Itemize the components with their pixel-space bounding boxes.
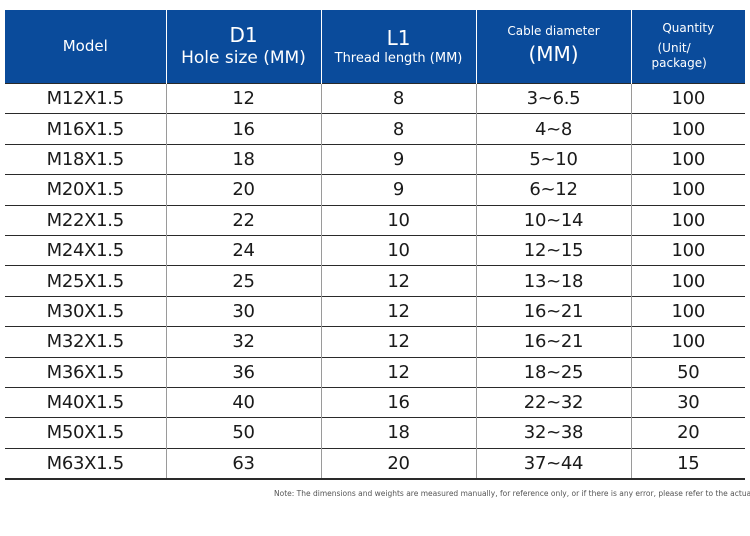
header-d1-sub: Hole size (MM) (181, 48, 306, 69)
cell-hole-size: 16 (165, 113, 321, 145)
table-row: M25X1.5 25 12 13~18 100 (5, 265, 745, 297)
cell-quantity: 20 (630, 417, 745, 449)
cell-thread-length: 10 (320, 234, 476, 266)
cell-cable-diameter: 12~15 (475, 234, 631, 266)
cell-quantity: 100 (630, 82, 745, 114)
cell-model: M18X1.5 (5, 143, 166, 175)
cell-model: M25X1.5 (5, 265, 166, 297)
cell-cable-diameter: 13~18 (475, 265, 631, 297)
cell-hole-size: 12 (165, 82, 321, 114)
cell-quantity: 50 (630, 356, 745, 388)
cell-cable-diameter: 18~25 (475, 356, 631, 388)
header-l1-sub: Thread length (MM) (334, 50, 463, 66)
cell-quantity: 100 (630, 143, 745, 175)
cell-model: M50X1.5 (5, 417, 166, 449)
table-row: M63X1.5 63 20 37~44 15 (5, 447, 745, 481)
cell-model: M16X1.5 (5, 113, 166, 145)
table-row: M50X1.5 50 18 32~38 20 (5, 417, 745, 449)
footnote: Note: The dimensions and weights are mea… (274, 489, 750, 498)
cell-hole-size: 25 (165, 265, 321, 297)
cell-quantity: 100 (630, 174, 745, 206)
cell-thread-length: 8 (320, 82, 476, 114)
cell-thread-length: 12 (320, 265, 476, 297)
cell-model: M20X1.5 (5, 174, 166, 206)
cell-hole-size: 30 (165, 295, 321, 327)
header-qty-title: Quantity (662, 20, 715, 35)
header-model: Model (5, 10, 166, 84)
cell-cable-diameter: 37~44 (475, 447, 631, 481)
cell-thread-length: 20 (320, 447, 476, 481)
cell-hole-size: 32 (165, 326, 321, 358)
table-header-row: Model D1 Hole size (MM) L1 Thread length… (5, 10, 745, 84)
table-row: M24X1.5 24 10 12~15 100 (5, 234, 745, 266)
cell-hole-size: 40 (165, 386, 321, 418)
spec-table: Model D1 Hole size (MM) L1 Thread length… (5, 10, 745, 481)
header-cable-title: Cable diameter (507, 24, 600, 39)
header-quantity: Quantity (Unit/ package) (630, 10, 745, 84)
cell-hole-size: 63 (165, 447, 321, 481)
table-row: M22X1.5 22 10 10~14 100 (5, 204, 745, 236)
cell-thread-length: 10 (320, 204, 476, 236)
cell-hole-size: 20 (165, 174, 321, 206)
cell-hole-size: 50 (165, 417, 321, 449)
cell-thread-length: 12 (320, 326, 476, 358)
cell-cable-diameter: 3~6.5 (475, 82, 631, 114)
header-qty-sub1: (Unit/ (657, 41, 691, 56)
cell-thread-length: 12 (320, 356, 476, 388)
cell-cable-diameter: 4~8 (475, 113, 631, 145)
cell-model: M30X1.5 (5, 295, 166, 327)
cell-model: M24X1.5 (5, 234, 166, 266)
cell-thread-length: 16 (320, 386, 476, 418)
cell-model: M22X1.5 (5, 204, 166, 236)
cell-cable-diameter: 10~14 (475, 204, 631, 236)
cell-cable-diameter: 32~38 (475, 417, 631, 449)
table-row: M40X1.5 40 16 22~32 30 (5, 386, 745, 418)
table-row: M16X1.5 16 8 4~8 100 (5, 113, 745, 145)
table-row: M32X1.5 32 12 16~21 100 (5, 326, 745, 358)
cell-model: M63X1.5 (5, 447, 166, 481)
cell-quantity: 30 (630, 386, 745, 418)
cell-hole-size: 24 (165, 234, 321, 266)
table-row: M12X1.5 12 8 3~6.5 100 (5, 82, 745, 114)
cell-cable-diameter: 5~10 (475, 143, 631, 175)
header-l1-title: L1 (386, 25, 411, 50)
cell-thread-length: 18 (320, 417, 476, 449)
cell-thread-length: 8 (320, 113, 476, 145)
table-row: M18X1.5 18 9 5~10 100 (5, 143, 745, 175)
cell-hole-size: 18 (165, 143, 321, 175)
cell-quantity: 100 (630, 204, 745, 236)
header-d1-title: D1 (229, 23, 258, 48)
cell-model: M36X1.5 (5, 356, 166, 388)
cell-hole-size: 36 (165, 356, 321, 388)
header-model-label: Model (62, 37, 108, 56)
cell-hole-size: 22 (165, 204, 321, 236)
cell-quantity: 100 (630, 326, 745, 358)
header-cable: Cable diameter (MM) (475, 10, 631, 84)
cell-quantity: 100 (630, 234, 745, 266)
header-d1: D1 Hole size (MM) (165, 10, 321, 84)
cell-thread-length: 12 (320, 295, 476, 327)
cell-model: M12X1.5 (5, 82, 166, 114)
cell-quantity: 100 (630, 113, 745, 145)
cell-quantity: 15 (630, 447, 745, 481)
cell-quantity: 100 (630, 295, 745, 327)
table-row: M30X1.5 30 12 16~21 100 (5, 295, 745, 327)
header-qty-sub2: package) (651, 56, 707, 71)
cell-cable-diameter: 16~21 (475, 295, 631, 327)
cell-model: M40X1.5 (5, 386, 166, 418)
cell-model: M32X1.5 (5, 326, 166, 358)
cell-thread-length: 9 (320, 143, 476, 175)
header-l1: L1 Thread length (MM) (320, 10, 476, 84)
cell-thread-length: 9 (320, 174, 476, 206)
cell-quantity: 100 (630, 265, 745, 297)
cell-cable-diameter: 22~32 (475, 386, 631, 418)
cell-cable-diameter: 6~12 (475, 174, 631, 206)
cell-cable-diameter: 16~21 (475, 326, 631, 358)
header-cable-sub: (MM) (528, 41, 579, 66)
table-body: M12X1.5 12 8 3~6.5 100 M16X1.5 16 8 4~8 100 M18X1.… (5, 82, 745, 481)
table-row: M20X1.5 20 9 6~12 100 (5, 174, 745, 206)
table-row: M36X1.5 36 12 18~25 50 (5, 356, 745, 388)
